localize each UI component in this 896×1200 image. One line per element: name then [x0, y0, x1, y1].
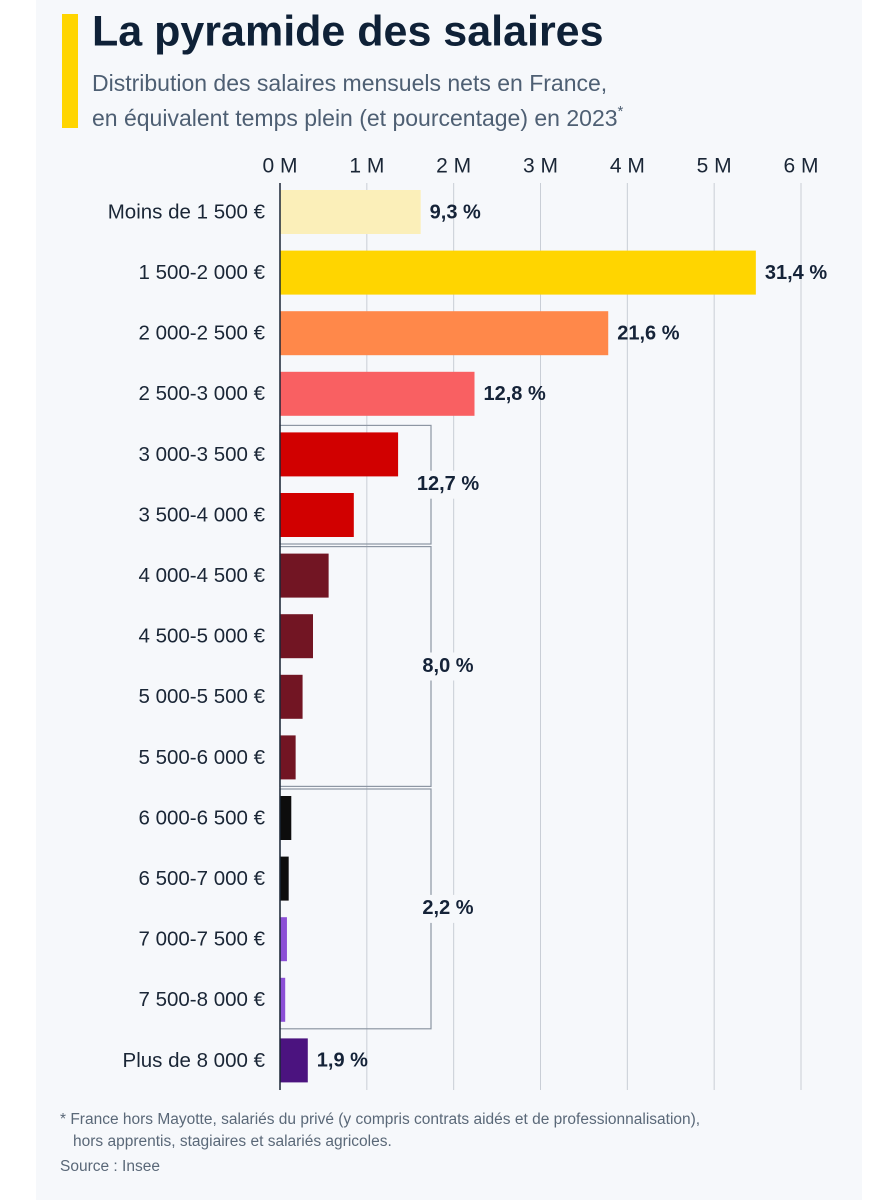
- bar: [280, 493, 354, 537]
- x-tick-label: 2 M: [436, 155, 471, 178]
- chart-subtitle: Distribution des salaires mensuels nets …: [92, 70, 607, 96]
- x-tick-label: 0 M: [262, 155, 297, 178]
- bar: [280, 311, 609, 356]
- y-tick-label: Moins de 1 500 €: [108, 200, 266, 223]
- share-label: 31,4 %: [765, 262, 827, 284]
- y-tick-label: 7 000-7 500 €: [138, 928, 265, 951]
- chart-title: La pyramide des salaires: [92, 7, 604, 55]
- bar: [280, 432, 399, 477]
- x-tick-label: 4 M: [610, 155, 645, 178]
- bar: [280, 371, 475, 416]
- y-tick-label: 2 000-2 500 €: [138, 322, 265, 345]
- y-tick-label: 5 500-6 000 €: [138, 746, 265, 769]
- y-tick-label: 2 500-3 000 €: [138, 382, 265, 405]
- y-tick-label: 6 000-6 500 €: [138, 806, 265, 829]
- bar: [280, 977, 286, 1022]
- bar: [280, 917, 287, 962]
- bar: [280, 190, 421, 234]
- card: [36, 0, 862, 1200]
- y-tick-label: Plus de 8 000 €: [123, 1049, 266, 1072]
- accent-bar: [62, 14, 78, 128]
- footnote: * France hors Mayotte, salariés du privé…: [60, 1111, 700, 1128]
- subtitle-line: en équivalent temps plein (et pourcentag…: [92, 105, 618, 131]
- y-tick-label: 3 000-3 500 €: [138, 443, 265, 466]
- y-tick-label: 5 000-5 500 €: [138, 685, 265, 708]
- bar: [280, 674, 303, 719]
- x-tick-label: 5 M: [697, 155, 732, 178]
- bar: [280, 856, 289, 901]
- x-tick-label: 3 M: [523, 155, 558, 178]
- bar: [280, 614, 313, 659]
- group-label: 2,2 %: [422, 897, 473, 919]
- share-label: 1,9 %: [317, 1050, 368, 1072]
- share-label: 12,8 %: [484, 383, 546, 405]
- bar: [280, 1038, 308, 1083]
- group-label-bg: [411, 894, 487, 923]
- group-label: 12,7 %: [417, 473, 479, 495]
- group-label: 8,0 %: [422, 655, 473, 677]
- y-tick-label: 6 500-7 000 €: [138, 867, 265, 890]
- y-tick-label: 7 500-8 000 €: [138, 988, 265, 1011]
- group-label-bg: [411, 652, 487, 681]
- subtitle-mark: *: [618, 103, 624, 120]
- chart-subtitle: en équivalent temps plein (et pourcentag…: [92, 103, 624, 131]
- y-tick-label: 3 500-4 000 €: [138, 503, 265, 526]
- group-label-bg: [411, 470, 487, 499]
- bar: [280, 250, 756, 295]
- footnote: hors apprentis, stagiaires et salariés a…: [73, 1133, 392, 1150]
- y-tick-label: 1 500-2 000 €: [138, 261, 265, 284]
- y-tick-label: 4 000-4 500 €: [138, 564, 265, 587]
- share-label: 21,6 %: [617, 322, 679, 344]
- x-tick-label: 1 M: [349, 155, 384, 178]
- y-tick-label: 4 500-5 000 €: [138, 625, 265, 648]
- x-tick-label: 6 M: [783, 155, 818, 178]
- bar: [280, 796, 292, 840]
- share-label: 9,3 %: [430, 201, 481, 223]
- bar: [280, 735, 296, 780]
- source: Source : Insee: [60, 1158, 160, 1175]
- bar: [280, 553, 329, 598]
